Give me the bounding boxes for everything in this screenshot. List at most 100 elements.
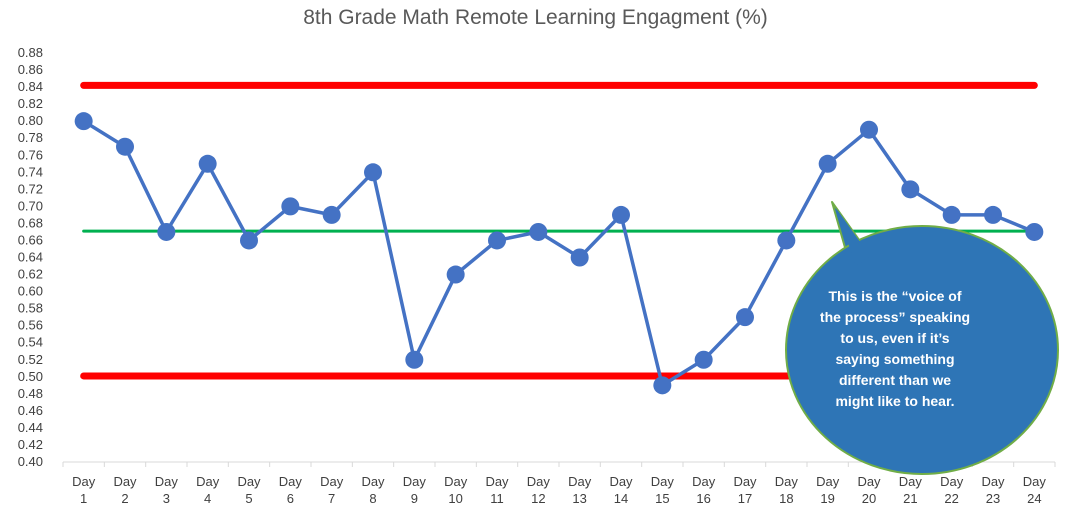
x-tick-label-day: Day: [775, 474, 799, 489]
x-tick-label-day: Day: [361, 474, 385, 489]
data-point: [860, 120, 878, 139]
data-point: [694, 350, 713, 369]
x-tick-label-number: 6: [287, 491, 294, 506]
data-point: [74, 112, 93, 131]
callout-text-line: might like to hear.: [835, 393, 955, 409]
data-point: [529, 222, 548, 241]
x-tick-label-day: Day: [320, 474, 344, 489]
y-axis-ticks: 0.40 0.42 0.44 0.46 0.48 0.50 0.52 0.54 0.56 0.58…: [18, 45, 43, 469]
data-point: [570, 248, 589, 267]
data-point: [612, 205, 630, 224]
x-tick-label-number: 20: [862, 491, 876, 506]
y-tick-label: 0.44: [18, 420, 43, 435]
data-point: [116, 137, 134, 156]
x-tick-label-day: Day: [940, 474, 964, 489]
callout-pointer-fill: [836, 208, 870, 266]
y-tick-label: 0.46: [18, 403, 43, 418]
data-point: [281, 197, 300, 216]
x-tick-label-day: Day: [857, 474, 881, 489]
data-point: [405, 350, 424, 369]
data-point: [777, 231, 796, 250]
y-tick-label: 0.60: [18, 284, 43, 299]
data-point: [653, 376, 672, 395]
x-axis-ticks: Day 1 Day 2 Day 3 Day 4 Day 5 Day 6 Day 7 Day 8 Day 9 Day 1…: [72, 474, 1046, 506]
callout-text-line: the process” speaking: [819, 309, 971, 325]
x-tick-label-number: 10: [448, 491, 462, 506]
callout-ellipse: [785, 225, 1059, 475]
data-series: [74, 112, 1044, 395]
x-tick-label-number: 5: [245, 491, 252, 506]
x-tick-label-number: 11: [490, 491, 504, 506]
x-tick-label-number: 19: [820, 491, 834, 506]
x-tick-label-number: 21: [903, 491, 917, 506]
x-tick-label-number: 22: [944, 491, 958, 506]
y-tick-label: 0.72: [18, 181, 43, 196]
x-tick-label-number: 18: [779, 491, 793, 506]
y-tick-label: 0.88: [18, 45, 43, 60]
x-tick-label-number: 2: [121, 491, 128, 506]
data-point: [1025, 222, 1044, 241]
x-tick-label-number: 12: [531, 491, 545, 506]
x-tick-label-day: Day: [899, 474, 923, 489]
x-tick-label-day: Day: [72, 474, 96, 489]
data-point: [446, 265, 465, 284]
callout-text-line: saying something: [835, 351, 955, 367]
y-tick-label: 0.54: [18, 335, 43, 350]
x-tick-label-day: Day: [981, 474, 1005, 489]
x-tick-label-day: Day: [609, 474, 633, 489]
x-tick-label-day: Day: [485, 474, 509, 489]
callout-bubble: [785, 201, 1059, 475]
x-tick-label-number: 7: [328, 491, 335, 506]
y-tick-label: 0.58: [18, 301, 43, 316]
y-tick-label: 0.78: [18, 130, 43, 145]
x-tick-label-number: 3: [163, 491, 170, 506]
y-tick-label: 0.52: [18, 352, 43, 367]
chart-title: 8th Grade Math Remote Learning Engagment…: [303, 6, 768, 29]
y-tick-label: 0.56: [18, 318, 43, 333]
y-tick-label: 0.40: [18, 454, 43, 469]
x-tick-label-number: 4: [204, 491, 211, 506]
x-tick-label-day: Day: [527, 474, 551, 489]
data-point: [818, 154, 837, 173]
x-tick-label-day: Day: [444, 474, 468, 489]
y-tick-label: 0.66: [18, 232, 43, 247]
y-tick-label: 0.74: [18, 164, 43, 179]
data-point: [488, 231, 506, 250]
x-tick-label-number: 14: [614, 491, 628, 506]
x-tick-label-number: 15: [655, 491, 669, 506]
data-point: [942, 205, 961, 224]
x-tick-label-day: Day: [113, 474, 137, 489]
data-point: [240, 231, 258, 250]
y-tick-label: 0.64: [18, 250, 43, 265]
x-tick-label-day: Day: [155, 474, 179, 489]
x-tick-label-day: Day: [196, 474, 220, 489]
data-point: [157, 222, 176, 241]
x-tick-label-day: Day: [237, 474, 261, 489]
y-tick-label: 0.62: [18, 267, 43, 282]
callout-text: This is the “voice of the process” speaki…: [800, 286, 990, 412]
x-tick-label-day: Day: [279, 474, 303, 489]
callout-text-line: to us, even if it’s: [840, 330, 950, 346]
x-tick-label-number: 1: [80, 491, 87, 506]
y-tick-label: 0.70: [18, 198, 43, 213]
x-tick-label-number: 16: [696, 491, 710, 506]
x-tick-label-number: 17: [738, 491, 752, 506]
series-line: [82, 119, 1035, 388]
data-point: [322, 205, 341, 224]
y-tick-label: 0.42: [18, 437, 43, 452]
data-point: [901, 180, 920, 199]
y-tick-label: 0.80: [18, 113, 43, 128]
y-tick-label: 0.76: [18, 147, 43, 162]
data-point: [984, 205, 1002, 224]
data-point: [198, 154, 217, 173]
x-tick-label-day: Day: [568, 474, 592, 489]
x-tick-label-day: Day: [692, 474, 716, 489]
x-tick-label-number: 13: [572, 491, 586, 506]
y-tick-label: 0.86: [18, 62, 43, 77]
y-tick-label: 0.84: [18, 79, 43, 94]
y-tick-label: 0.82: [18, 96, 43, 111]
callout-text-line: This is the “voice of: [828, 288, 962, 304]
data-point: [364, 163, 382, 182]
y-tick-label: 0.68: [18, 215, 43, 230]
